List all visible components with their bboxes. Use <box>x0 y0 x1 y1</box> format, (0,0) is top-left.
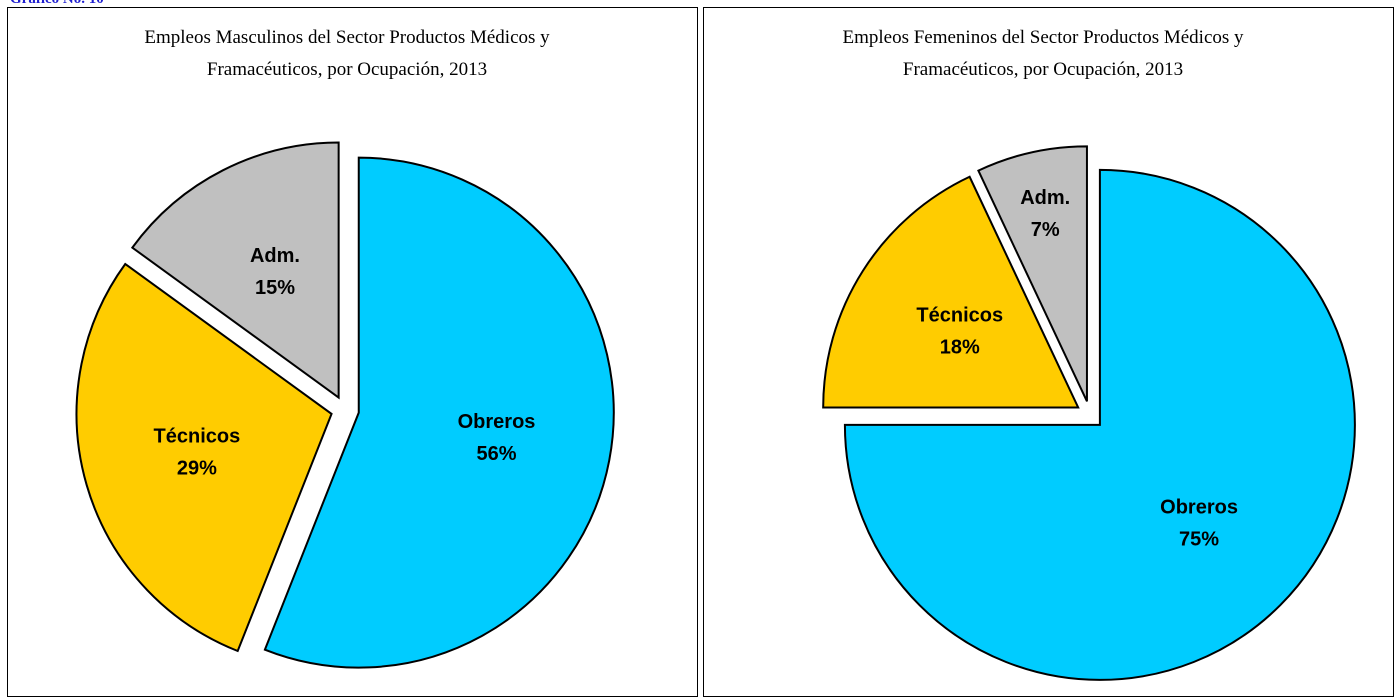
value-label: 29% <box>177 457 217 479</box>
value-label: 18% <box>940 337 980 359</box>
slice-label: Adm. <box>1020 187 1070 209</box>
pie-slice <box>843 168 1356 681</box>
pie-slice <box>822 175 1080 409</box>
value-label: 7% <box>1031 219 1060 241</box>
slice-label: Adm. <box>250 245 300 267</box>
pie-slice <box>130 141 340 400</box>
slice-label: Técnicos <box>154 425 241 447</box>
chart-title: Empleos Masculinos del Sector Productos … <box>144 27 550 80</box>
value-label: 15% <box>255 277 295 299</box>
slice-label: Obreros <box>1160 496 1238 518</box>
pie-slice <box>263 156 615 669</box>
slice-label: Obreros <box>458 411 536 433</box>
value-label: 75% <box>1179 528 1219 550</box>
pie-slice <box>75 262 333 653</box>
chart-title: Empleos Femeninos del Sector Productos M… <box>842 27 1244 80</box>
figure-label: Gráfico No. 10 <box>10 0 104 8</box>
value-label: 56% <box>477 443 517 465</box>
slice-label: Técnicos <box>916 305 1003 327</box>
pie-slice <box>977 145 1088 402</box>
